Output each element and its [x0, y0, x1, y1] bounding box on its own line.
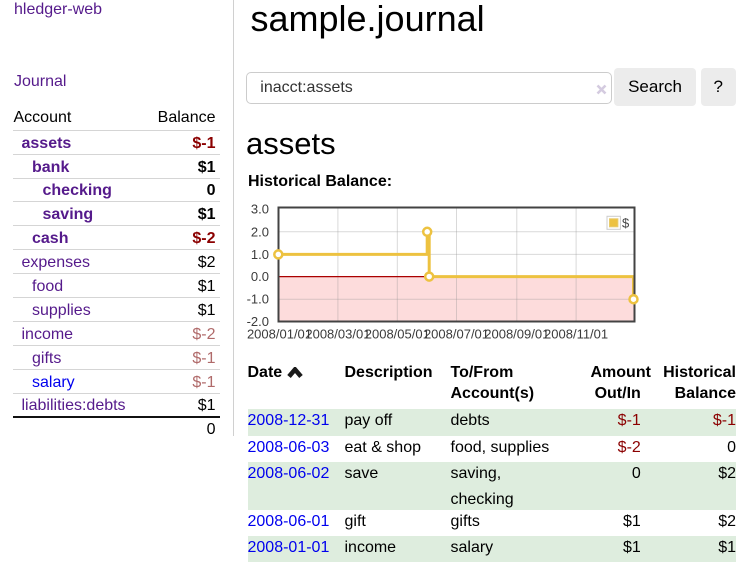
svg-text:1.0: 1.0 — [251, 247, 269, 262]
svg-text:$: $ — [622, 215, 630, 230]
svg-text:2008/11/01: 2008/11/01 — [544, 327, 608, 342]
svg-text:-2.0: -2.0 — [247, 314, 269, 329]
svg-text:2008/03/01: 2008/03/01 — [305, 327, 370, 342]
svg-text:-1.0: -1.0 — [247, 292, 269, 307]
svg-text:2008/07/01: 2008/07/01 — [424, 327, 489, 342]
svg-text:2.0: 2.0 — [251, 224, 269, 239]
svg-text:0.0: 0.0 — [251, 269, 269, 284]
svg-text:3.0: 3.0 — [251, 202, 269, 217]
svg-text:2008/01/01: 2008/01/01 — [247, 327, 312, 342]
svg-text:2008/05/01: 2008/05/01 — [365, 327, 430, 342]
svg-text:2008/09/01: 2008/09/01 — [484, 327, 549, 342]
